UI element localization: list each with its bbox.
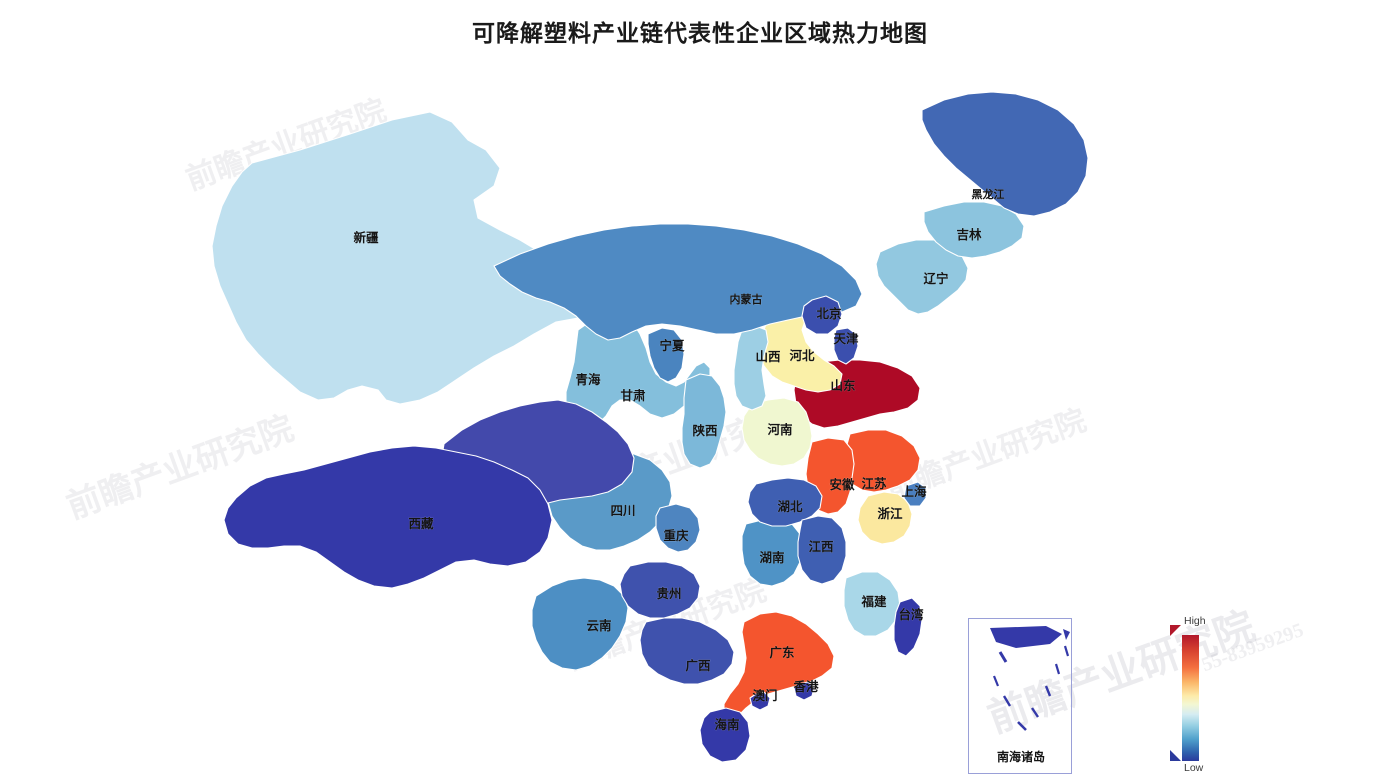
province-label-重庆: 重庆: [663, 528, 689, 543]
province-label-上海: 上海: [901, 484, 927, 499]
province-陕西[interactable]: [681, 373, 727, 469]
province-label-广西: 广西: [685, 658, 710, 673]
province-北京[interactable]: [801, 295, 843, 335]
province-label-北京: 北京: [816, 306, 842, 321]
province-label-河北: 河北: [789, 348, 815, 363]
province-label-宁夏: 宁夏: [659, 338, 685, 353]
province-浙江[interactable]: [857, 491, 913, 545]
page-title: 可降解塑料产业链代表性企业区域热力地图: [472, 21, 928, 46]
province-label-浙江: 浙江: [877, 506, 903, 521]
province-广西[interactable]: [639, 617, 735, 685]
province-shapes: [211, 91, 1089, 763]
province-label-天津: 天津: [833, 331, 859, 346]
province-label-广东: 广东: [769, 645, 795, 660]
province-label-青海: 青海: [575, 372, 601, 387]
south-china-sea-islands: [990, 626, 1070, 731]
province-福建[interactable]: [843, 571, 901, 637]
province-贵州[interactable]: [619, 561, 701, 619]
province-label-安徽: 安徽: [829, 477, 855, 492]
province-上海[interactable]: [903, 481, 927, 507]
legend-low-label: Low: [1184, 762, 1204, 774]
province-label-辽宁: 辽宁: [923, 271, 948, 286]
province-香港[interactable]: [793, 681, 815, 701]
province-label-甘肃: 甘肃: [620, 388, 646, 403]
province-海南[interactable]: [699, 707, 751, 763]
province-澳门[interactable]: [749, 691, 771, 711]
province-吉林[interactable]: [923, 201, 1025, 259]
province-label-吉林: 吉林: [956, 227, 982, 242]
province-label-新疆: 新疆: [353, 230, 379, 245]
province-label-海南: 海南: [714, 717, 740, 732]
province-西藏[interactable]: [223, 445, 553, 589]
legend-high-label: High: [1184, 615, 1206, 627]
legend-gradient-bar: [1182, 635, 1199, 761]
province-重庆[interactable]: [655, 503, 701, 553]
province-label-四川: 四川: [610, 504, 635, 518]
province-label-山东: 山东: [830, 378, 856, 393]
province-label-西藏: 西藏: [408, 516, 434, 531]
province-label-台湾: 台湾: [898, 607, 924, 622]
province-江西[interactable]: [797, 515, 847, 585]
province-label-福建: 福建: [860, 594, 887, 609]
province-label-湖南: 湖南: [759, 550, 785, 565]
province-宁夏[interactable]: [647, 327, 685, 383]
province-label-香港: 香港: [792, 679, 819, 694]
colorbar-legend: High Low: [1168, 615, 1238, 778]
province-label-江苏: 江苏: [861, 476, 887, 491]
province-label-贵州: 贵州: [656, 586, 681, 601]
province-山西[interactable]: [733, 325, 769, 411]
legend-high-arrow-icon: [1170, 625, 1181, 636]
province-label-内蒙古: 内蒙古: [730, 292, 763, 306]
province-label-江西: 江西: [808, 539, 833, 554]
province-云南[interactable]: [531, 577, 629, 671]
province-label-澳门: 澳门: [752, 688, 777, 703]
province-黑龙江[interactable]: [921, 91, 1089, 217]
province-台湾[interactable]: [893, 597, 923, 657]
province-广东[interactable]: [723, 611, 835, 721]
province-label-湖北: 湖北: [777, 499, 803, 514]
province-label-云南: 云南: [586, 618, 612, 633]
province-天津[interactable]: [833, 327, 859, 365]
province-label-陕西: 陕西: [692, 423, 717, 438]
province-label-山西: 山西: [755, 349, 780, 364]
south-china-sea-inset: 南海诸岛: [968, 618, 1072, 774]
inset-label: 南海诸岛: [996, 750, 1045, 764]
province-河南[interactable]: [741, 397, 813, 467]
province-label-河南: 河南: [767, 422, 793, 437]
province-label-黑龙江: 黑龙江: [972, 187, 1005, 201]
province-内蒙古[interactable]: [493, 223, 863, 341]
province-新疆[interactable]: [211, 111, 611, 405]
legend-low-arrow-icon: [1170, 750, 1181, 761]
